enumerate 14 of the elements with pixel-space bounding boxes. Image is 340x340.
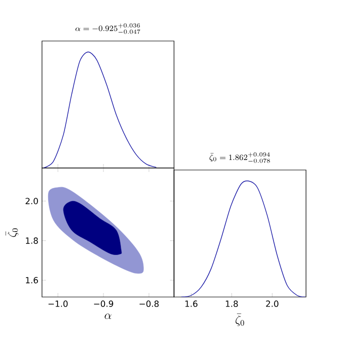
x-tick-label: 1.8 [226, 300, 238, 307]
x-tick-label: 2.0 [266, 300, 278, 307]
y-tick-label: 1.8 [26, 237, 38, 244]
x-tick-label: −1.0 [48, 300, 68, 307]
x-tick-label: −0.8 [140, 300, 159, 307]
x-axis-title: $\alpha$ [104, 314, 112, 320]
y-axis-title: $\bar{\zeta}_0$ [6, 228, 18, 237]
x-axis-title: $\bar{\zeta}_0$ [236, 314, 244, 326]
y-tick-label: 1.6 [26, 276, 38, 284]
y-tick-label: 2.0 [26, 198, 38, 204]
chart-title: $\bar{\zeta}_0 = 1.862^{+0.094}_{-0.078}$ [210, 152, 270, 163]
chart-title: $\alpha = -0.925^{+0.036}_{-0.047}$ [75, 23, 140, 34]
x-tick-label: −0.9 [94, 300, 114, 307]
x-tick-label: 1.6 [185, 300, 198, 307]
